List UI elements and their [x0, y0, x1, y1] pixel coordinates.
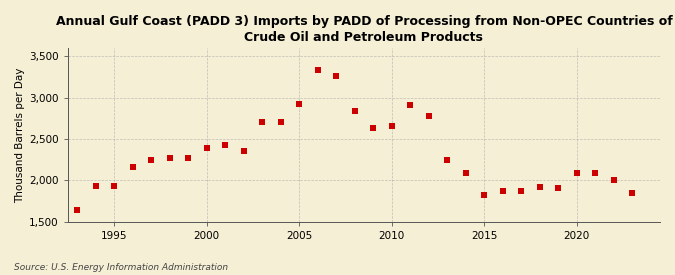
- Point: [349, 109, 360, 113]
- Point: [516, 189, 526, 193]
- Point: [256, 120, 267, 125]
- Point: [405, 103, 416, 107]
- Title: Annual Gulf Coast (PADD 3) Imports by PADD of Processing from Non-OPEC Countries: Annual Gulf Coast (PADD 3) Imports by PA…: [55, 15, 672, 44]
- Point: [627, 191, 638, 195]
- Point: [127, 165, 138, 169]
- Text: Source: U.S. Energy Information Administration: Source: U.S. Energy Information Administ…: [14, 263, 227, 272]
- Point: [331, 74, 342, 78]
- Point: [294, 102, 304, 106]
- Point: [72, 208, 82, 212]
- Point: [201, 146, 212, 150]
- Point: [590, 171, 601, 175]
- Point: [535, 185, 545, 189]
- Point: [460, 171, 471, 175]
- Point: [479, 193, 489, 197]
- Point: [90, 184, 101, 188]
- Point: [238, 148, 249, 153]
- Point: [423, 114, 434, 118]
- Point: [571, 171, 582, 175]
- Point: [368, 126, 379, 130]
- Point: [146, 158, 157, 163]
- Point: [220, 142, 231, 147]
- Point: [313, 68, 323, 73]
- Point: [386, 123, 397, 128]
- Point: [497, 189, 508, 193]
- Point: [608, 178, 619, 183]
- Point: [109, 184, 119, 188]
- Point: [441, 158, 452, 162]
- Point: [553, 186, 564, 190]
- Point: [275, 120, 286, 125]
- Y-axis label: Thousand Barrels per Day: Thousand Barrels per Day: [15, 67, 25, 202]
- Point: [164, 156, 175, 160]
- Point: [183, 156, 194, 160]
